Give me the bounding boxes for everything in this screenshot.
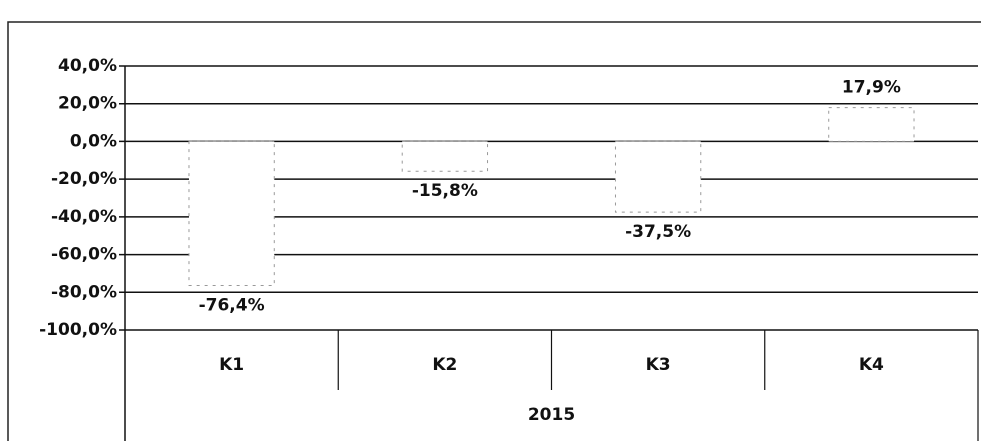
y-tick-label: -80,0% xyxy=(51,282,117,302)
x-tick-label: K4 xyxy=(859,355,884,375)
data-label: -76,4% xyxy=(199,295,265,315)
bar xyxy=(614,140,702,213)
bar xyxy=(828,107,915,142)
x-tick-label: K2 xyxy=(432,355,457,375)
data-label: 17,9% xyxy=(842,78,901,98)
y-tick-label: -40,0% xyxy=(51,207,117,227)
x-tick-label: K1 xyxy=(219,355,244,375)
y-tick-label: 0,0% xyxy=(70,131,117,151)
y-tick-label: 40,0% xyxy=(58,56,117,76)
y-tick-label: -60,0% xyxy=(51,245,117,265)
bar xyxy=(188,140,275,286)
chart-frame xyxy=(7,21,981,441)
y-tick-label: -100,0% xyxy=(39,320,117,340)
bar xyxy=(401,140,489,172)
y-tick-label: -20,0% xyxy=(51,169,117,189)
data-label: -15,8% xyxy=(412,181,478,201)
group-label: 2015 xyxy=(528,405,575,425)
data-label: -37,5% xyxy=(625,222,691,242)
y-tick-label: 20,0% xyxy=(58,94,117,114)
x-tick-label: K3 xyxy=(646,355,671,375)
